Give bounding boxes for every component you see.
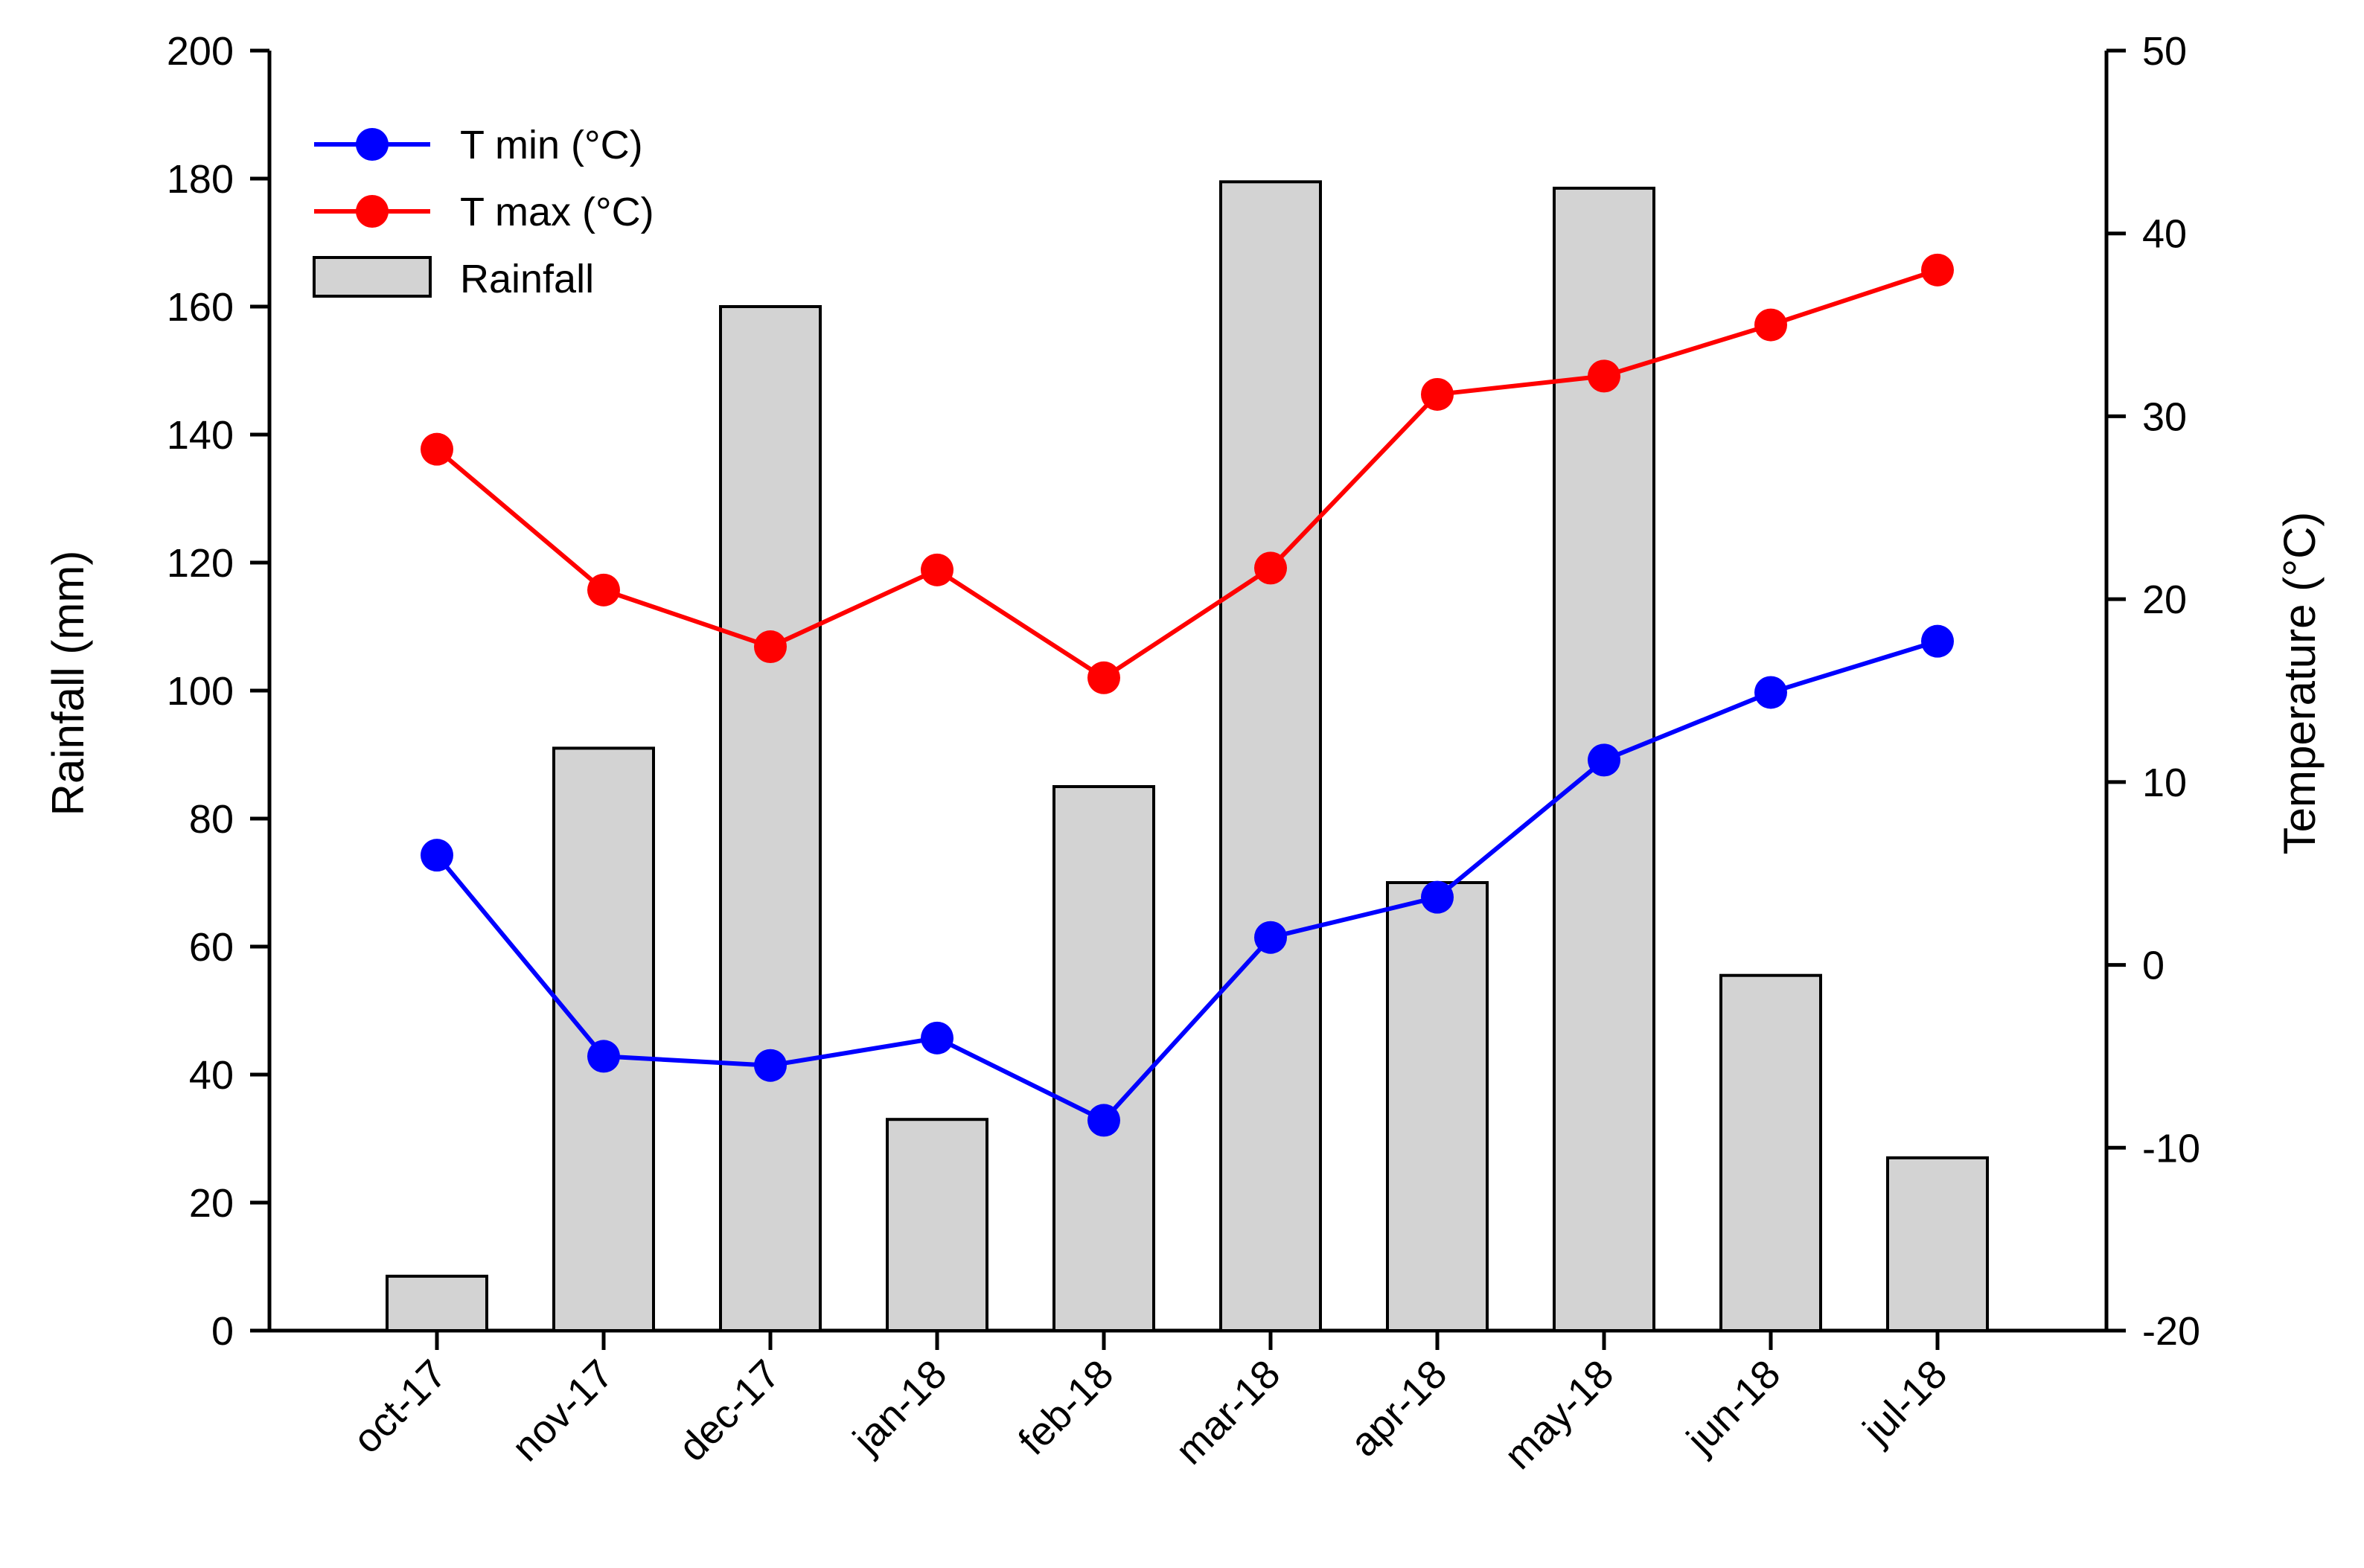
rainfall-bar xyxy=(1219,180,1322,1332)
y-tick-label: 0 xyxy=(211,1309,234,1354)
tmax-point xyxy=(1754,308,1787,342)
tmax-line xyxy=(435,268,1938,680)
tmax-point xyxy=(587,573,620,607)
tmin-point xyxy=(921,1021,953,1055)
y-tick-label: 140 xyxy=(167,413,234,458)
rainfall-bar xyxy=(886,1118,988,1332)
temperature-lines xyxy=(421,253,1954,1137)
tmin-point xyxy=(1254,921,1287,954)
tmax-point xyxy=(421,432,453,466)
tmin-point xyxy=(421,839,453,872)
y2-tick-label: 0 xyxy=(2142,944,2165,988)
y2-tick-label: -20 xyxy=(2142,1309,2200,1354)
y2-tick-label: 40 xyxy=(2142,212,2187,257)
y-tick-label: 200 xyxy=(167,29,234,74)
x-tick-label: oct-17 xyxy=(345,1351,456,1462)
legend-tmin-label: T min (°C) xyxy=(460,123,643,167)
tmin-line xyxy=(435,639,1938,1123)
y-tick-label: 100 xyxy=(167,669,234,714)
tmax-point xyxy=(1921,253,1954,287)
legend-rainfall-swatch xyxy=(313,256,432,298)
tmax-point xyxy=(1087,661,1120,694)
y-axis-title: Rainfall (mm) xyxy=(43,551,93,816)
rainfall-bar xyxy=(719,305,822,1332)
tmax-point xyxy=(1421,377,1454,411)
x-tick-label: may-18 xyxy=(1496,1351,1623,1478)
tmin-point xyxy=(1921,624,1954,658)
legend: T min (°C) T max (°C) Rainfall xyxy=(313,123,654,301)
x-tick-label: nov-17 xyxy=(503,1351,622,1470)
tmin-point xyxy=(1754,676,1787,709)
x-tick-label: jul-18 xyxy=(1853,1351,1955,1453)
rainfall-bar xyxy=(1386,881,1489,1332)
y2-tick-label: 50 xyxy=(2142,29,2187,74)
x-tick-label: feb-18 xyxy=(1010,1351,1122,1464)
x-tick-label: jun-18 xyxy=(1678,1351,1789,1463)
tmax-point xyxy=(921,553,953,586)
y-tick-label: 20 xyxy=(189,1181,234,1226)
x-tick-label: jan-18 xyxy=(844,1351,956,1463)
rainfall-bar xyxy=(1052,785,1155,1332)
y-tick-label: 80 xyxy=(189,797,234,842)
tmin-point xyxy=(1588,743,1620,777)
x-tick-label: apr-18 xyxy=(1342,1351,1456,1465)
rainfall-bar xyxy=(552,746,655,1332)
rainfall-bars xyxy=(386,180,1989,1333)
x-tick-label: dec-17 xyxy=(670,1351,788,1470)
legend-rainfall-label: Rainfall xyxy=(460,257,594,301)
tmin-point xyxy=(587,1040,620,1073)
tmax-point xyxy=(1588,359,1620,393)
rainfall-bar xyxy=(386,1274,488,1333)
tmin-point xyxy=(1421,880,1454,914)
legend-tmax-label: T max (°C) xyxy=(460,190,654,234)
y-tick-label: 40 xyxy=(189,1053,234,1098)
y2-tick-label: 10 xyxy=(2142,761,2187,805)
y2-axis-title: Temperature (°C) xyxy=(2275,512,2325,855)
rainfall-bar xyxy=(1886,1156,1989,1333)
axes xyxy=(250,48,2126,1350)
legend-tmin-marker xyxy=(356,128,389,161)
y2-tick-label: -10 xyxy=(2142,1126,2200,1171)
tmin-point xyxy=(1087,1104,1120,1137)
y2-tick-label: 30 xyxy=(2142,394,2187,439)
rainfall-bar xyxy=(1719,973,1822,1332)
legend-tmax-marker xyxy=(356,195,389,228)
tmin-point xyxy=(754,1049,787,1082)
x-tick-label: mar-18 xyxy=(1167,1351,1288,1473)
y-tick-label: 60 xyxy=(189,925,234,970)
tmax-point xyxy=(1254,551,1287,585)
y-tick-label: 160 xyxy=(167,285,234,330)
y-tick-label: 120 xyxy=(167,541,234,586)
y2-tick-label: 20 xyxy=(2142,577,2187,622)
tmax-point xyxy=(754,630,787,664)
y-tick-label: 180 xyxy=(167,157,234,202)
